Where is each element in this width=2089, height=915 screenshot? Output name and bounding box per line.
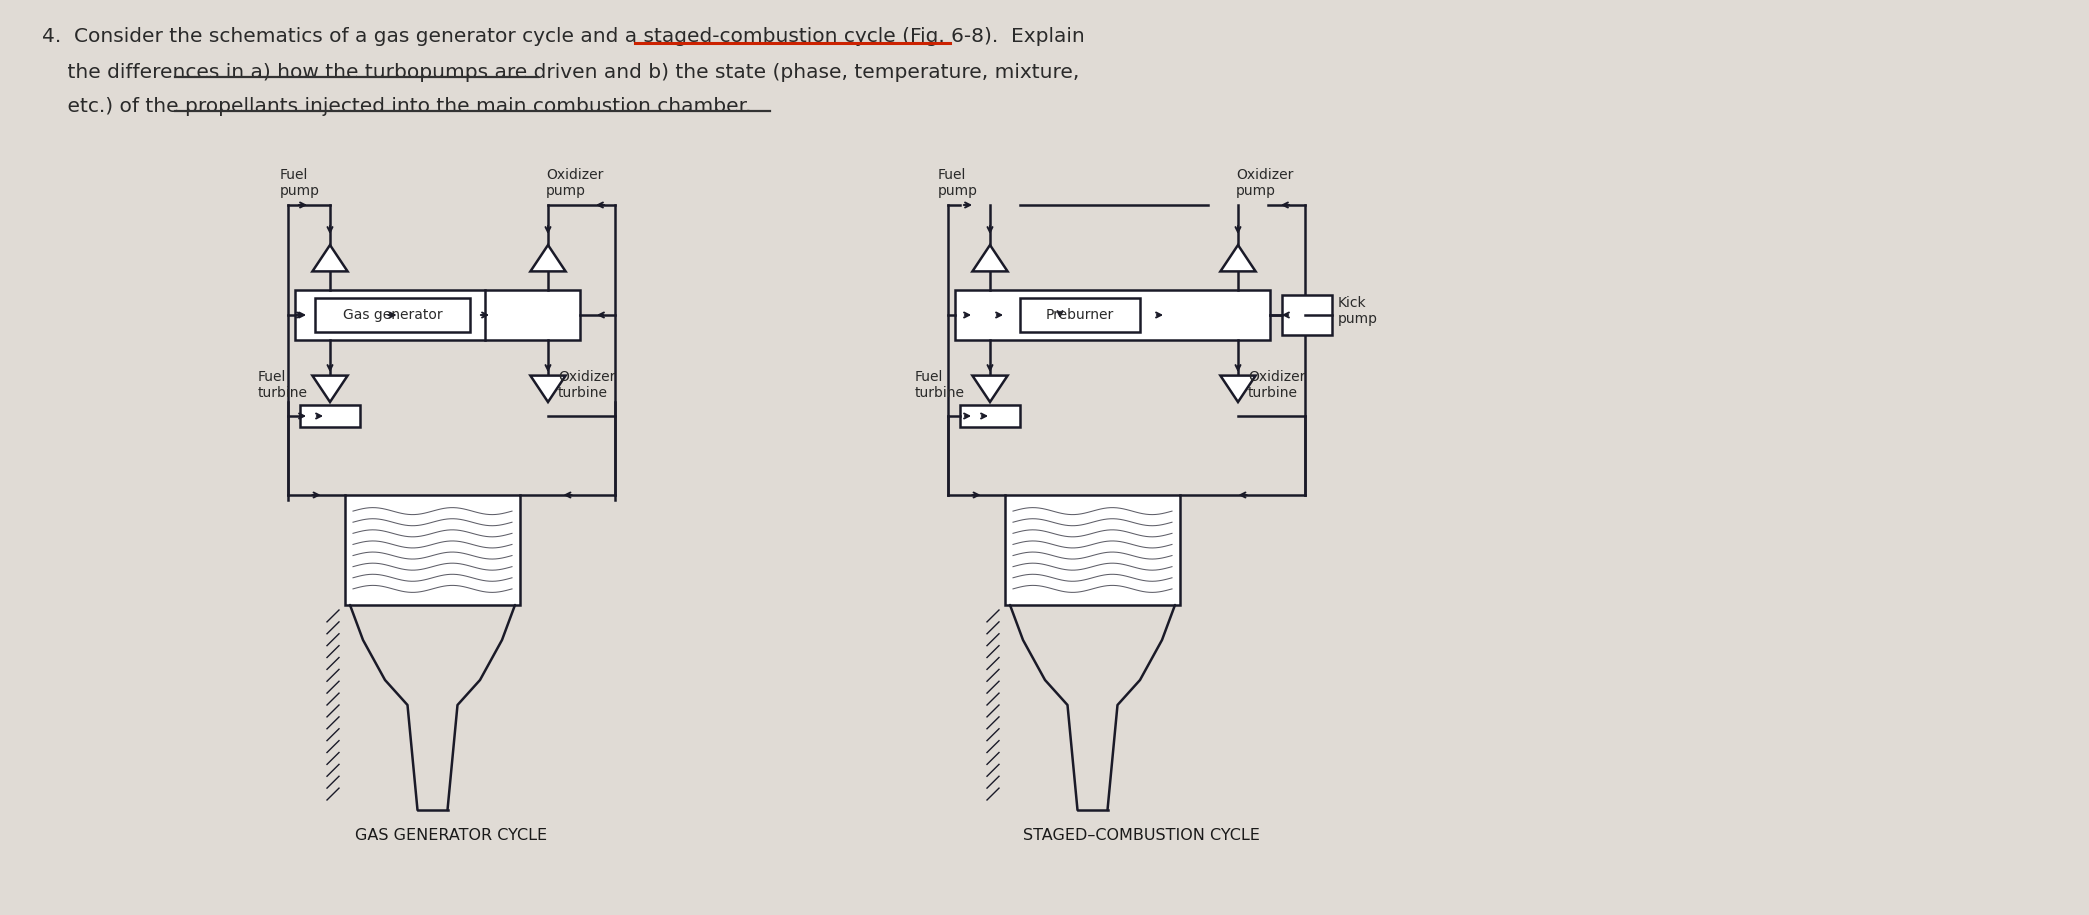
Polygon shape	[531, 245, 566, 272]
Bar	[315, 298, 470, 332]
Text: Fuel
pump: Fuel pump	[280, 167, 320, 199]
Bar	[345, 495, 520, 605]
Polygon shape	[1220, 245, 1255, 272]
Text: the differences in a) how the turbopumps are driven and b) the state (phase, tem: the differences in a) how the turbopumps…	[42, 62, 1080, 81]
Polygon shape	[1220, 375, 1255, 402]
Bar	[1005, 495, 1180, 605]
Bar	[295, 290, 581, 340]
Polygon shape	[971, 375, 1007, 402]
Text: Fuel
pump: Fuel pump	[938, 167, 978, 199]
Text: Fuel
turbine: Fuel turbine	[915, 370, 965, 400]
Text: Gas generator: Gas generator	[343, 308, 443, 322]
Polygon shape	[313, 375, 347, 402]
Text: Oxidizer
turbine: Oxidizer turbine	[558, 370, 616, 400]
Polygon shape	[971, 245, 1007, 272]
Text: Oxidizer
pump: Oxidizer pump	[1237, 167, 1293, 199]
Bar	[961, 405, 1019, 427]
Bar	[1283, 295, 1333, 335]
Text: GAS GENERATOR CYCLE: GAS GENERATOR CYCLE	[355, 827, 547, 843]
Text: Fuel
turbine: Fuel turbine	[259, 370, 307, 400]
Text: 4.  Consider the schematics of a gas generator cycle and a staged-combustion cyc: 4. Consider the schematics of a gas gene…	[42, 27, 1084, 47]
Text: Oxidizer
pump: Oxidizer pump	[545, 167, 604, 199]
Bar	[1019, 298, 1141, 332]
Bar	[301, 405, 359, 427]
Text: Preburner: Preburner	[1047, 308, 1113, 322]
Bar	[955, 290, 1270, 340]
Text: Kick
pump: Kick pump	[1337, 296, 1379, 326]
Text: STAGED–COMBUSTION CYCLE: STAGED–COMBUSTION CYCLE	[1024, 827, 1260, 843]
Polygon shape	[313, 245, 347, 272]
Text: etc.) of the propellants injected into the main combustion chamber.: etc.) of the propellants injected into t…	[42, 98, 752, 116]
Text: Oxidizer
turbine: Oxidizer turbine	[1247, 370, 1306, 400]
Polygon shape	[531, 375, 566, 402]
